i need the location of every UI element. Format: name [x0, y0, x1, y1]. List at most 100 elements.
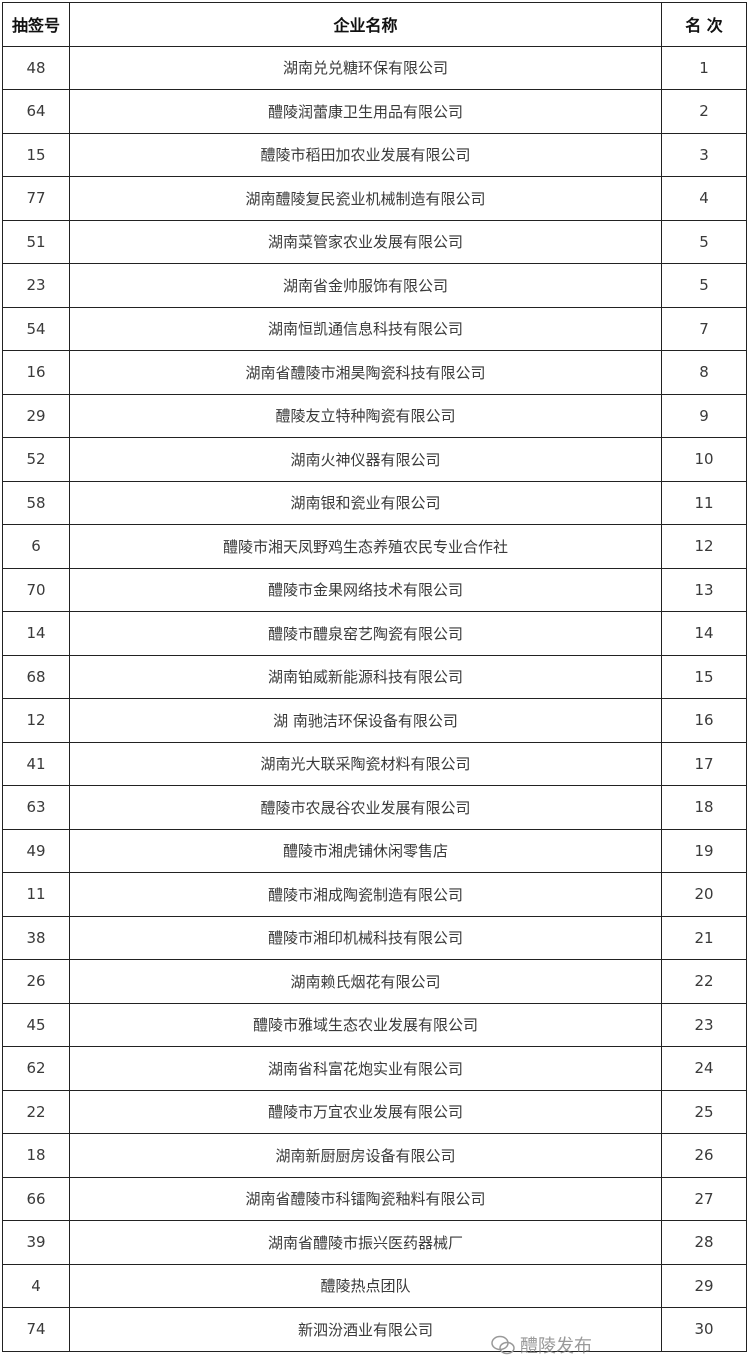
table-row: 74 新泗汾酒业有限公司 30	[2, 1307, 747, 1352]
table-row: 70 醴陵市金果网络技术有限公司 13	[2, 567, 747, 612]
cell-draw-number: 18	[2, 1133, 70, 1178]
cell-company-name: 醴陵市醴泉窑艺陶瓷有限公司	[69, 611, 662, 656]
table-row: 11 醴陵市湘成陶瓷制造有限公司 20	[2, 872, 747, 917]
table-row: 52 湖南火神仪器有限公司 10	[2, 437, 747, 482]
cell-rank: 30	[661, 1307, 747, 1352]
cell-company-name: 湖南银和瓷业有限公司	[69, 480, 662, 525]
cell-company-name: 湖南光大联采陶瓷材料有限公司	[69, 741, 662, 786]
cell-draw-number: 23	[2, 263, 70, 308]
cell-draw-number: 6	[2, 524, 70, 569]
table-row: 54 湖南恒凯通信息科技有限公司 7	[2, 306, 747, 351]
cell-draw-number: 26	[2, 959, 70, 1004]
cell-draw-number: 63	[2, 785, 70, 830]
cell-rank: 16	[661, 698, 747, 743]
table-row: 16 湖南省醴陵市湘昊陶瓷科技有限公司 8	[2, 350, 747, 395]
table-row: 68 湖南铂威新能源科技有限公司 15	[2, 654, 747, 699]
table-row: 15 醴陵市稻田加农业发展有限公司 3	[2, 132, 747, 177]
cell-rank: 2	[661, 89, 747, 134]
cell-company-name: 湖南赖氏烟花有限公司	[69, 959, 662, 1004]
table-row: 4 醴陵热点团队 29	[2, 1263, 747, 1308]
cell-rank: 28	[661, 1220, 747, 1265]
cell-company-name: 醴陵市湘虎铺休闲零售店	[69, 828, 662, 873]
cell-rank: 11	[661, 480, 747, 525]
header-rank: 名 次	[661, 2, 747, 47]
cell-company-name: 醴陵热点团队	[69, 1263, 662, 1308]
cell-company-name: 湖南兑兑糖环保有限公司	[69, 45, 662, 90]
cell-draw-number: 41	[2, 741, 70, 786]
table-row: 41 湖南光大联采陶瓷材料有限公司 17	[2, 741, 747, 786]
cell-rank: 4	[661, 176, 747, 221]
table-row: 51 湖南菜管家农业发展有限公司 5	[2, 219, 747, 264]
table-row: 29 醴陵友立特种陶瓷有限公司 9	[2, 393, 747, 438]
cell-rank: 21	[661, 915, 747, 960]
cell-rank: 1	[661, 45, 747, 90]
table-row: 62 湖南省科富花炮实业有限公司 24	[2, 1046, 747, 1091]
table-row: 58 湖南银和瓷业有限公司 11	[2, 480, 747, 525]
cell-draw-number: 68	[2, 654, 70, 699]
table-row: 23 湖南省金帅服饰有限公司 5	[2, 263, 747, 308]
cell-draw-number: 51	[2, 219, 70, 264]
table-row: 45 醴陵市雅域生态农业发展有限公司 23	[2, 1002, 747, 1047]
cell-draw-number: 38	[2, 915, 70, 960]
cell-company-name: 湖南恒凯通信息科技有限公司	[69, 306, 662, 351]
cell-rank: 24	[661, 1046, 747, 1091]
cell-rank: 25	[661, 1089, 747, 1134]
cell-company-name: 湖南省金帅服饰有限公司	[69, 263, 662, 308]
table-row: 48 湖南兑兑糖环保有限公司 1	[2, 45, 747, 90]
cell-company-name: 湖南醴陵复民瓷业机械制造有限公司	[69, 176, 662, 221]
header-company-name: 企业名称	[69, 2, 662, 47]
table-row: 14 醴陵市醴泉窑艺陶瓷有限公司 14	[2, 611, 747, 656]
cell-company-name: 醴陵友立特种陶瓷有限公司	[69, 393, 662, 438]
cell-draw-number: 48	[2, 45, 70, 90]
cell-company-name: 新泗汾酒业有限公司	[69, 1307, 662, 1352]
cell-company-name: 湖南火神仪器有限公司	[69, 437, 662, 482]
cell-rank: 26	[661, 1133, 747, 1178]
cell-company-name: 醴陵市湘成陶瓷制造有限公司	[69, 872, 662, 917]
cell-company-name: 湖南省科富花炮实业有限公司	[69, 1046, 662, 1091]
cell-draw-number: 22	[2, 1089, 70, 1134]
table-row: 64 醴陵润蕾康卫生用品有限公司 2	[2, 89, 747, 134]
cell-draw-number: 58	[2, 480, 70, 525]
cell-draw-number: 15	[2, 132, 70, 177]
cell-draw-number: 29	[2, 393, 70, 438]
cell-rank: 10	[661, 437, 747, 482]
cell-rank: 15	[661, 654, 747, 699]
cell-company-name: 醴陵市农晟谷农业发展有限公司	[69, 785, 662, 830]
table-row: 26 湖南赖氏烟花有限公司 22	[2, 959, 747, 1004]
cell-company-name: 湖南铂威新能源科技有限公司	[69, 654, 662, 699]
cell-draw-number: 11	[2, 872, 70, 917]
cell-rank: 27	[661, 1176, 747, 1221]
table-row: 63 醴陵市农晟谷农业发展有限公司 18	[2, 785, 747, 830]
cell-company-name: 醴陵润蕾康卫生用品有限公司	[69, 89, 662, 134]
cell-draw-number: 77	[2, 176, 70, 221]
cell-company-name: 醴陵市万宜农业发展有限公司	[69, 1089, 662, 1134]
cell-draw-number: 66	[2, 1176, 70, 1221]
table-row: 39 湖南省醴陵市振兴医药器械厂 28	[2, 1220, 747, 1265]
table-row: 6 醴陵市湘天凤野鸡生态养殖农民专业合作社 12	[2, 524, 747, 569]
watermark-text: 醴陵发布	[520, 1336, 592, 1357]
cell-draw-number: 12	[2, 698, 70, 743]
cell-rank: 8	[661, 350, 747, 395]
table-row: 77 湖南醴陵复民瓷业机械制造有限公司 4	[2, 176, 747, 221]
cell-draw-number: 52	[2, 437, 70, 482]
cell-draw-number: 49	[2, 828, 70, 873]
cell-draw-number: 74	[2, 1307, 70, 1352]
cell-company-name: 湖 南驰洁环保设备有限公司	[69, 698, 662, 743]
cell-rank: 17	[661, 741, 747, 786]
cell-rank: 5	[661, 219, 747, 264]
cell-rank: 23	[661, 1002, 747, 1047]
cell-rank: 20	[661, 872, 747, 917]
cell-rank: 3	[661, 132, 747, 177]
cell-rank: 29	[661, 1263, 747, 1308]
cell-draw-number: 16	[2, 350, 70, 395]
header-draw-number: 抽签号	[2, 2, 70, 47]
cell-company-name: 湖南省醴陵市湘昊陶瓷科技有限公司	[69, 350, 662, 395]
cell-rank: 22	[661, 959, 747, 1004]
table-row: 12 湖 南驰洁环保设备有限公司 16	[2, 698, 747, 743]
cell-rank: 9	[661, 393, 747, 438]
cell-draw-number: 14	[2, 611, 70, 656]
cell-company-name: 湖南省醴陵市振兴医药器械厂	[69, 1220, 662, 1265]
cell-draw-number: 45	[2, 1002, 70, 1047]
cell-company-name: 醴陵市湘印机械科技有限公司	[69, 915, 662, 960]
cell-draw-number: 62	[2, 1046, 70, 1091]
